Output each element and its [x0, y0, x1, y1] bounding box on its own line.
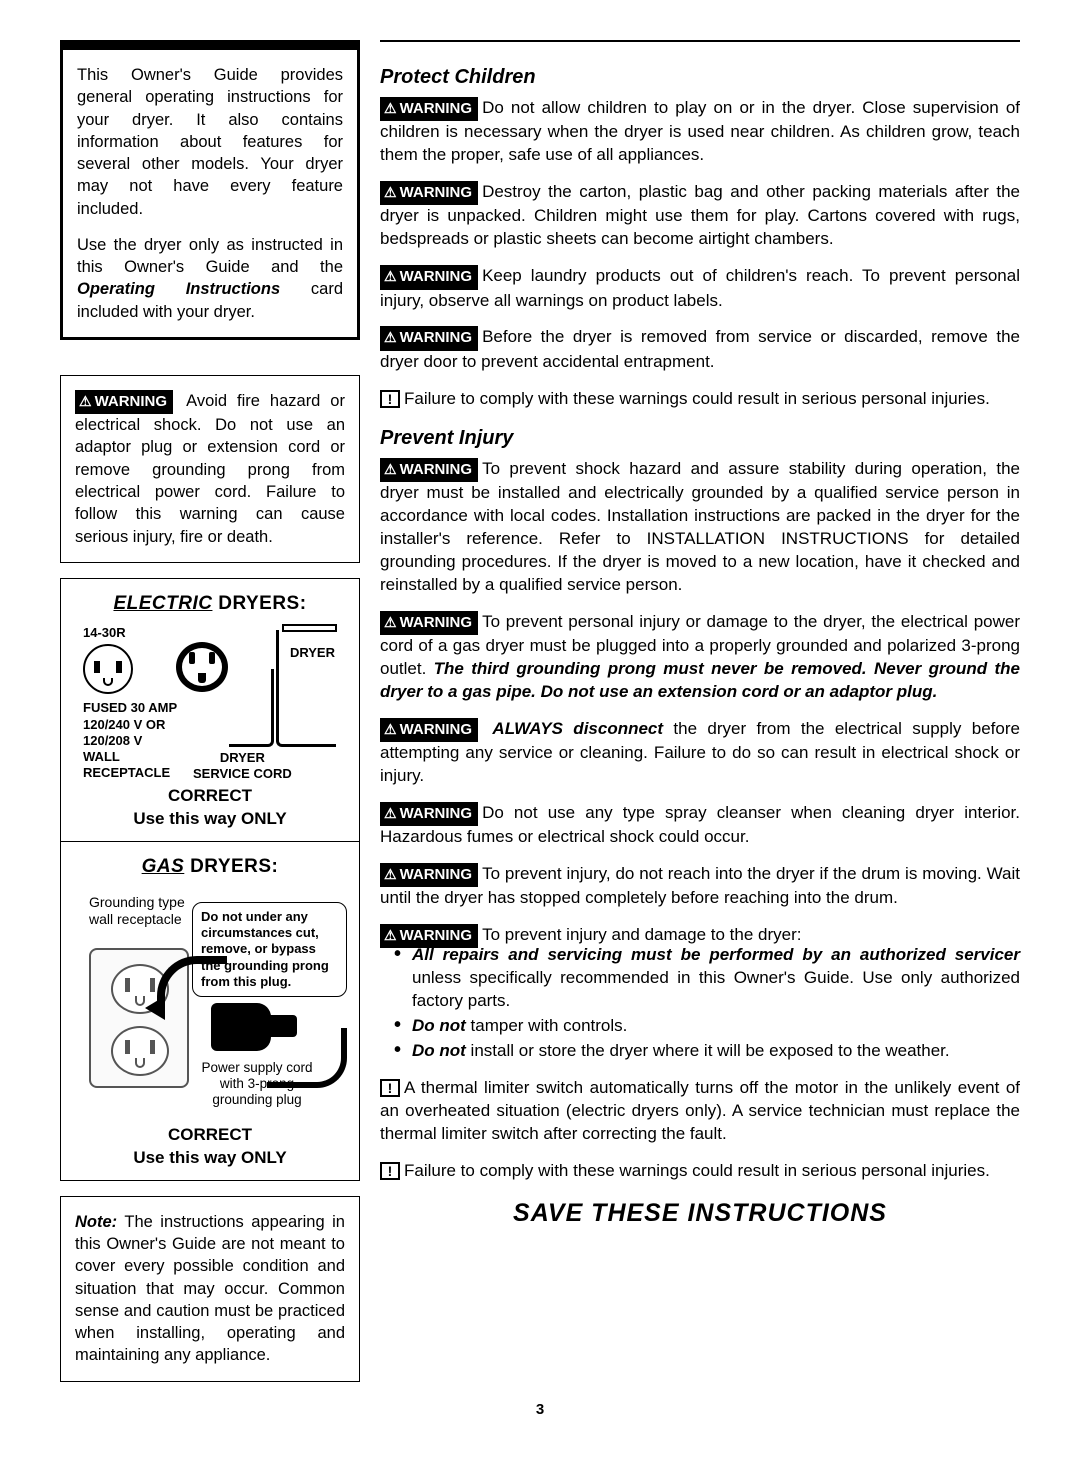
three-prong-plug-icon: [211, 1003, 271, 1051]
grounding-receptacle-label: Grounding type wall receptacle: [89, 894, 185, 928]
warning-badge: ⚠WARNING: [380, 265, 478, 289]
page-number: 3: [60, 1400, 1020, 1420]
alert-icon: ⚠: [384, 99, 397, 118]
receptacle-icon: [83, 644, 133, 694]
fire-hazard-warning-box: ⚠WARNING Avoid fire hazard or electrical…: [60, 375, 360, 563]
note-box: Note: The instructions appearing in this…: [60, 1196, 360, 1382]
warning-badge: ⚠WARNING: [380, 718, 478, 742]
electric-diagram: 14-30R DRYER FUSED 30 AMP 120/240 V OR 1…: [71, 624, 349, 779]
intro-paragraph-1: This Owner's Guide provides general oper…: [77, 64, 343, 220]
injury-warning-3: ⚠WARNING ALWAYS disconnect the dryer fro…: [380, 718, 1020, 788]
intro-box: This Owner's Guide provides general oper…: [60, 40, 360, 340]
injury-warning-4: ⚠WARNINGDo not use any type spray cleans…: [380, 802, 1020, 849]
alert-icon: ⚠: [384, 865, 397, 884]
electric-dryers-title: ELECTRIC DRYERS:: [71, 591, 349, 617]
warning-badge: ⚠WARNING: [380, 326, 478, 350]
injury-warning-5: ⚠WARNINGTo prevent injury, do not reach …: [380, 863, 1020, 910]
warning-badge: ⚠WARNING: [380, 863, 478, 887]
alert-icon: [380, 1162, 400, 1180]
wiring-diagrams: ELECTRIC DRYERS: 14-30R DRYER FUSED 30 A…: [60, 578, 360, 1181]
children-compliance-note: Failure to comply with these warnings co…: [380, 388, 1020, 411]
right-column: Protect Children ⚠WARNINGDo not allow ch…: [380, 40, 1020, 1382]
intro-paragraph-2: Use the dryer only as instructed in this…: [77, 234, 343, 323]
left-column: This Owner's Guide provides general oper…: [60, 40, 360, 1382]
alert-icon: ⚠: [79, 392, 92, 411]
children-warning-3: ⚠WARNINGKeep laundry products out of chi…: [380, 265, 1020, 312]
warning-badge: ⚠WARNING: [380, 802, 478, 826]
alert-icon: ⚠: [384, 926, 397, 945]
alert-icon: ⚠: [384, 613, 397, 632]
cord-line-2: [276, 630, 336, 747]
gas-dryers-section: GAS DRYERS: Grounding type wall receptac…: [61, 841, 359, 1180]
list-item: All repairs and servicing must be perfor…: [394, 944, 1020, 1013]
correct-label-1: CORRECT Use this way ONLY: [71, 785, 349, 831]
alert-icon: ⚠: [384, 720, 397, 739]
warning-badge: ⚠WARNING: [380, 97, 478, 121]
prevent-injury-heading: Prevent Injury: [380, 425, 1020, 452]
alert-icon: [380, 390, 400, 408]
protect-children-heading: Protect Children: [380, 64, 1020, 91]
list-item: Do not install or store the dryer where …: [394, 1040, 1020, 1063]
service-cord-label: DRYER SERVICE CORD: [193, 750, 292, 781]
injury-warning-1: ⚠WARNINGTo prevent shock hazard and assu…: [380, 458, 1020, 597]
outlet-icon: [111, 1026, 169, 1076]
children-warning-1: ⚠WARNINGDo not allow children to play on…: [380, 97, 1020, 167]
electric-dryers-section: ELECTRIC DRYERS: 14-30R DRYER FUSED 30 A…: [61, 579, 359, 842]
injury-warning-2: ⚠WARNINGTo prevent personal injury or da…: [380, 611, 1020, 704]
thermal-limiter-note: A thermal limiter switch automatically t…: [380, 1077, 1020, 1146]
warning-badge: ⚠WARNING: [380, 611, 478, 635]
warning-badge: ⚠WARNING: [380, 458, 478, 482]
gas-diagram: Grounding type wall receptacle Do not un…: [71, 888, 349, 1118]
alert-icon: [380, 1079, 400, 1097]
correct-label-2: CORRECT Use this way ONLY: [71, 1124, 349, 1170]
injury-compliance-note: Failure to comply with these warnings co…: [380, 1160, 1020, 1183]
power-cord-label: Power supply cord with 3-prong grounding…: [197, 1060, 317, 1109]
children-warning-2: ⚠WARNINGDestroy the carton, plastic bag …: [380, 181, 1020, 251]
warning-badge: ⚠WARNING: [380, 181, 478, 205]
alert-icon: ⚠: [384, 267, 397, 286]
gas-dryers-title: GAS DRYERS:: [71, 854, 349, 880]
arrow-head-icon: [145, 996, 165, 1020]
receptacle-label: 14-30R: [83, 624, 126, 642]
save-instructions-heading: SAVE THESE INSTRUCTIONS: [380, 1197, 1020, 1231]
alert-icon: ⚠: [384, 804, 397, 823]
plug-icon: [176, 642, 228, 692]
injury-warning-list: All repairs and servicing must be perfor…: [380, 944, 1020, 1063]
page-layout: This Owner's Guide provides general oper…: [60, 40, 1020, 1382]
fused-label: FUSED 30 AMP 120/240 V OR 120/208 V WALL…: [83, 700, 177, 781]
alert-icon: ⚠: [384, 460, 397, 479]
alert-icon: ⚠: [384, 328, 397, 347]
warning-badge: ⚠WARNING: [75, 390, 173, 414]
alert-icon: ⚠: [384, 183, 397, 202]
cord-line-1: [229, 669, 274, 747]
children-warning-4: ⚠WARNINGBefore the dryer is removed from…: [380, 326, 1020, 373]
list-item: Do not tamper with controls.: [394, 1015, 1020, 1038]
